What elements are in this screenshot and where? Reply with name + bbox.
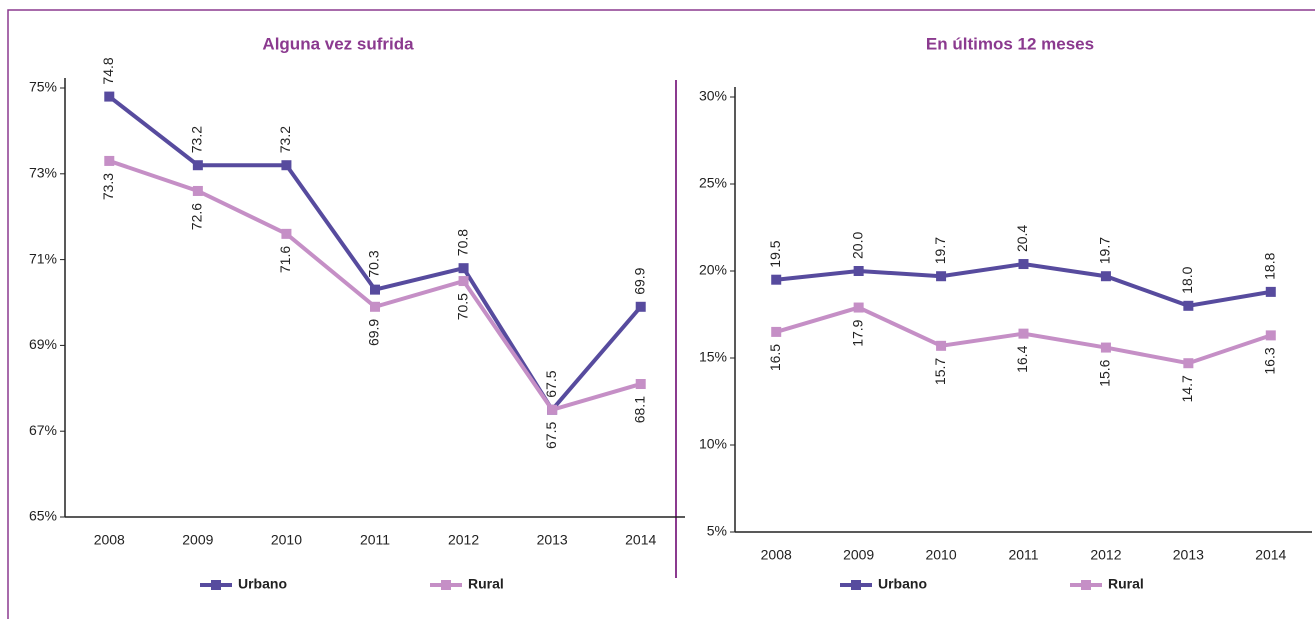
data-label: 14.7 xyxy=(1179,375,1195,402)
y-tick-label: 67% xyxy=(29,422,57,438)
x-tick-label: 2010 xyxy=(271,532,302,548)
point xyxy=(104,91,115,102)
legend-marker xyxy=(1081,580,1091,590)
point xyxy=(635,379,646,390)
point xyxy=(192,160,203,171)
y-tick-label: 30% xyxy=(699,88,727,104)
legend-marker xyxy=(851,580,861,590)
point xyxy=(1265,286,1276,297)
x-tick-label: 2013 xyxy=(537,532,568,548)
x-tick-label: 2013 xyxy=(1173,547,1204,563)
data-label: 20.4 xyxy=(1014,225,1030,252)
point xyxy=(1183,358,1194,369)
y-tick-label: 71% xyxy=(29,250,57,266)
point xyxy=(1265,330,1276,341)
x-tick-label: 2008 xyxy=(761,547,792,563)
data-label: 72.6 xyxy=(189,203,205,230)
x-tick-label: 2014 xyxy=(625,532,656,548)
data-label: 15.7 xyxy=(932,358,948,385)
legend-label: Rural xyxy=(468,576,504,592)
data-label: 16.5 xyxy=(767,344,783,371)
chart-title: En últimos 12 meses xyxy=(926,34,1094,53)
data-label: 18.0 xyxy=(1179,266,1195,293)
point xyxy=(192,185,203,196)
y-tick-label: 20% xyxy=(699,262,727,278)
x-tick-label: 2012 xyxy=(448,532,479,548)
y-tick-label: 73% xyxy=(29,165,57,181)
chart-title: Alguna vez sufrida xyxy=(262,34,414,53)
x-tick-label: 2008 xyxy=(94,532,125,548)
point xyxy=(458,276,469,287)
x-tick-label: 2009 xyxy=(843,547,874,563)
point xyxy=(281,160,292,171)
data-label: 71.6 xyxy=(277,246,293,273)
x-tick-label: 2009 xyxy=(182,532,213,548)
point xyxy=(1100,271,1111,282)
point xyxy=(104,155,115,166)
point xyxy=(370,301,380,312)
data-label: 19.7 xyxy=(932,237,948,264)
point xyxy=(936,271,947,282)
data-label: 74.8 xyxy=(100,57,116,84)
data-label: 69.9 xyxy=(631,267,647,294)
point xyxy=(853,302,864,313)
data-label: 18.8 xyxy=(1261,252,1277,279)
y-tick-label: 25% xyxy=(699,175,727,191)
x-tick-label: 2014 xyxy=(1255,547,1286,563)
legend-marker xyxy=(441,580,451,590)
data-label: 67.5 xyxy=(543,370,559,397)
x-tick-label: 2011 xyxy=(360,532,390,548)
x-tick-label: 2011 xyxy=(1008,547,1038,563)
data-label: 19.7 xyxy=(1097,237,1113,264)
y-tick-label: 75% xyxy=(29,79,57,95)
data-label: 20.0 xyxy=(849,232,865,259)
x-tick-label: 2010 xyxy=(925,547,956,563)
point xyxy=(547,404,558,415)
point xyxy=(936,340,947,351)
y-tick-label: 5% xyxy=(707,523,727,539)
point xyxy=(1183,300,1194,311)
data-label: 70.5 xyxy=(454,293,470,320)
legend-label: Urbano xyxy=(238,576,287,592)
data-label: 70.8 xyxy=(454,229,470,256)
y-tick-label: 10% xyxy=(699,436,727,452)
point xyxy=(771,326,782,337)
data-label: 16.4 xyxy=(1014,345,1030,372)
data-label: 16.3 xyxy=(1261,347,1277,374)
series-line xyxy=(776,262,1272,308)
data-label: 68.1 xyxy=(631,396,647,423)
legend-label: Rural xyxy=(1108,576,1144,592)
point xyxy=(635,301,646,312)
y-tick-label: 65% xyxy=(29,508,57,524)
point xyxy=(1018,328,1029,339)
data-label: 69.9 xyxy=(366,319,382,346)
data-label: 67.5 xyxy=(543,422,559,449)
y-tick-label: 69% xyxy=(29,336,57,352)
point xyxy=(1100,342,1111,353)
point xyxy=(1018,259,1029,270)
point xyxy=(853,266,864,276)
data-label: 73.2 xyxy=(189,126,205,153)
legend-marker xyxy=(211,580,221,590)
legend-label: Urbano xyxy=(878,576,927,592)
data-label: 19.5 xyxy=(767,240,783,267)
data-label: 17.9 xyxy=(849,319,865,346)
data-label: 15.6 xyxy=(1097,359,1113,386)
point xyxy=(370,284,380,295)
data-label: 73.3 xyxy=(100,173,116,200)
y-tick-label: 15% xyxy=(699,349,727,365)
point xyxy=(458,263,469,274)
point xyxy=(771,274,782,285)
point xyxy=(281,228,292,239)
frame xyxy=(7,9,1315,619)
x-tick-label: 2012 xyxy=(1090,547,1121,563)
data-label: 73.2 xyxy=(277,126,293,153)
data-label: 70.3 xyxy=(366,250,382,277)
